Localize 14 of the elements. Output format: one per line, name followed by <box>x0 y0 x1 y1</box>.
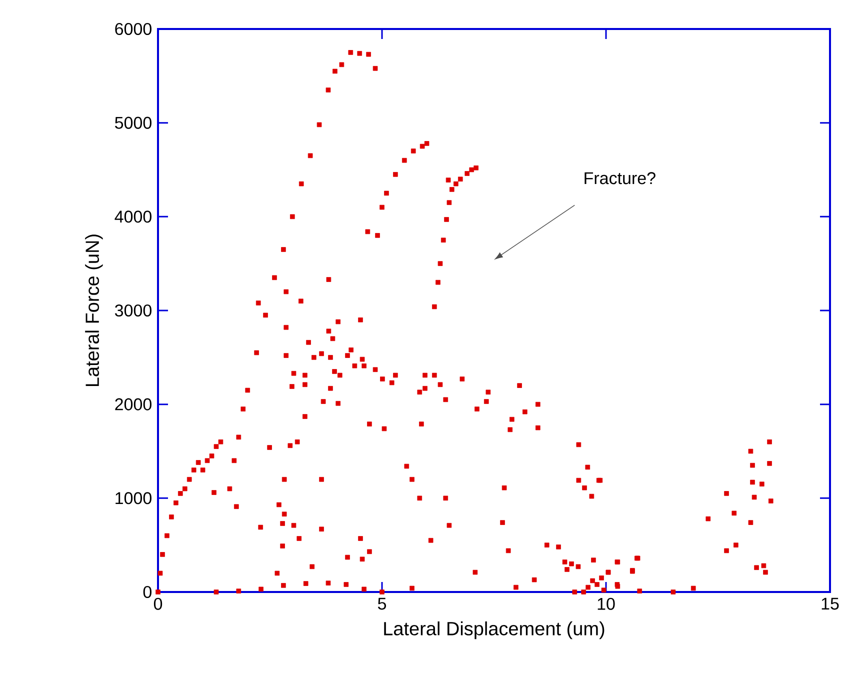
x-tick-label: 5 <box>378 598 386 610</box>
y-tick-label: 6000 <box>115 22 152 36</box>
y-tick-label: 0 <box>143 586 152 598</box>
x-tick-label: 15 <box>822 598 839 610</box>
y-axis-title: Lateral Force (uN) <box>85 234 103 386</box>
x-axis-title: Lateral Displacement (um) <box>384 621 604 640</box>
y-tick-label: 4000 <box>114 210 152 223</box>
y-tick-label: 2000 <box>115 398 152 410</box>
y-tick-label: 3000 <box>114 304 152 317</box>
y-tick-label: 1000 <box>116 492 152 504</box>
y-tick-label: 5000 <box>115 116 152 129</box>
x-tick-label: 10 <box>598 598 615 610</box>
annotation: Fracture? <box>584 172 656 184</box>
x-tick-label: 0 <box>154 598 162 610</box>
